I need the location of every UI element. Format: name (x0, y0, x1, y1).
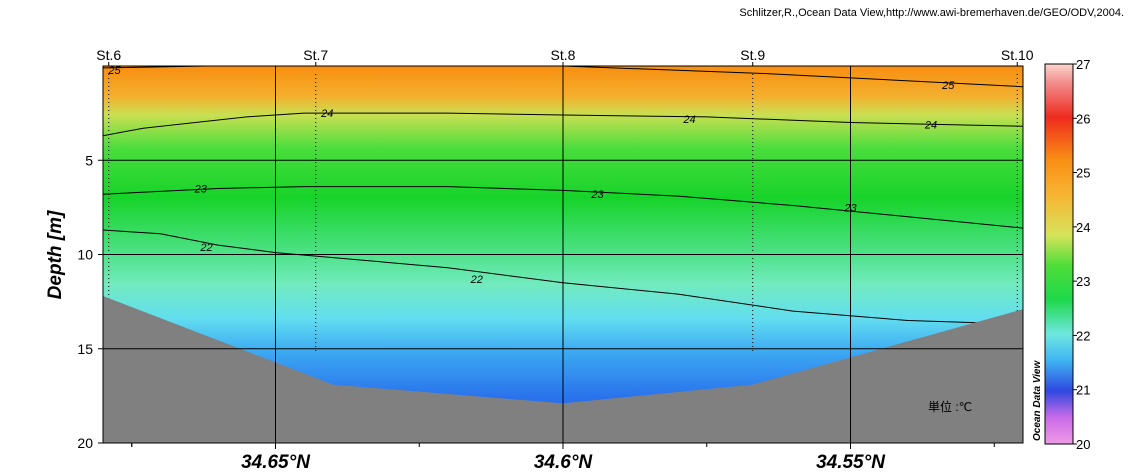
isotherm-label: 22 (199, 242, 212, 254)
y-axis-label: Depth [m] (45, 210, 66, 299)
grid-lines (103, 66, 1023, 443)
isotherm-label: 25 (941, 80, 955, 92)
credit-text: Schlitzer,R.,Ocean Data View,http://www.… (739, 7, 1124, 19)
watermark-text: Ocean Data View (1032, 360, 1043, 441)
colorbar-tick-label: 27 (1076, 57, 1090, 72)
isotherm-label: 24 (924, 119, 937, 131)
colorbar (1044, 63, 1074, 445)
colorbar-tick-label: 21 (1076, 383, 1090, 398)
colorbar-tick-label: 25 (1076, 166, 1090, 181)
y-tick-label: 5 (85, 152, 93, 168)
y-tick-label: 15 (77, 341, 93, 357)
y-axis-ticks: 5 10 15 20 (77, 152, 103, 451)
isotherm-label: 22 (470, 274, 483, 286)
x-tick-label: 34.65°N (241, 452, 311, 472)
station-label: St.7 (303, 47, 328, 63)
y-tick-label: 20 (77, 435, 93, 451)
unit-label: 単位 :℃ (928, 399, 972, 414)
x-axis-ticks: 34.65°N 34.6°N 34.55°N (131, 443, 995, 472)
seafloor-terrain (103, 296, 1023, 443)
colorbar-ticks: 20 21 22 23 24 25 26 27 (1073, 57, 1090, 452)
colorbar-tick-label: 20 (1076, 437, 1090, 452)
station-label: St.8 (551, 47, 576, 63)
station-label: St.6 (96, 47, 121, 63)
isotherm-24 (103, 112, 1023, 137)
isotherm-label: 23 (194, 184, 208, 196)
isotherm-label: 25 (107, 65, 121, 77)
colorbar-tick-label: 26 (1076, 111, 1090, 126)
colorbar-tick-label: 22 (1076, 328, 1090, 343)
colorbar-tick-label: 23 (1076, 274, 1090, 289)
colorbar-tick-label: 24 (1076, 220, 1090, 235)
station-labels: St.6 St.7 St.8 St.9 St.10 (96, 47, 1034, 66)
station-label: St.10 (1001, 47, 1034, 63)
isotherm-label: 24 (320, 108, 333, 120)
station-label: St.9 (740, 47, 765, 63)
y-tick-label: 10 (77, 247, 93, 263)
x-tick-label: 34.55°N (816, 452, 886, 472)
isotherm-label: 23 (590, 189, 604, 201)
isotherm-label: 24 (682, 114, 695, 126)
x-tick-label: 34.6°N (534, 452, 594, 472)
